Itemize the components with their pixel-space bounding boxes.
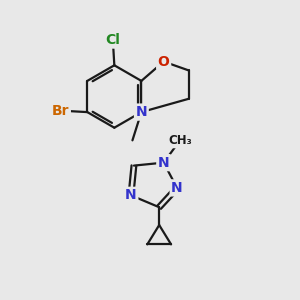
Text: N: N [158, 156, 170, 170]
Text: O: O [158, 55, 170, 69]
Text: N: N [136, 105, 147, 119]
Text: Cl: Cl [105, 33, 120, 47]
Text: CH₃: CH₃ [168, 134, 192, 147]
Text: Br: Br [52, 103, 69, 118]
Text: N: N [125, 188, 137, 202]
Text: N: N [171, 181, 183, 195]
